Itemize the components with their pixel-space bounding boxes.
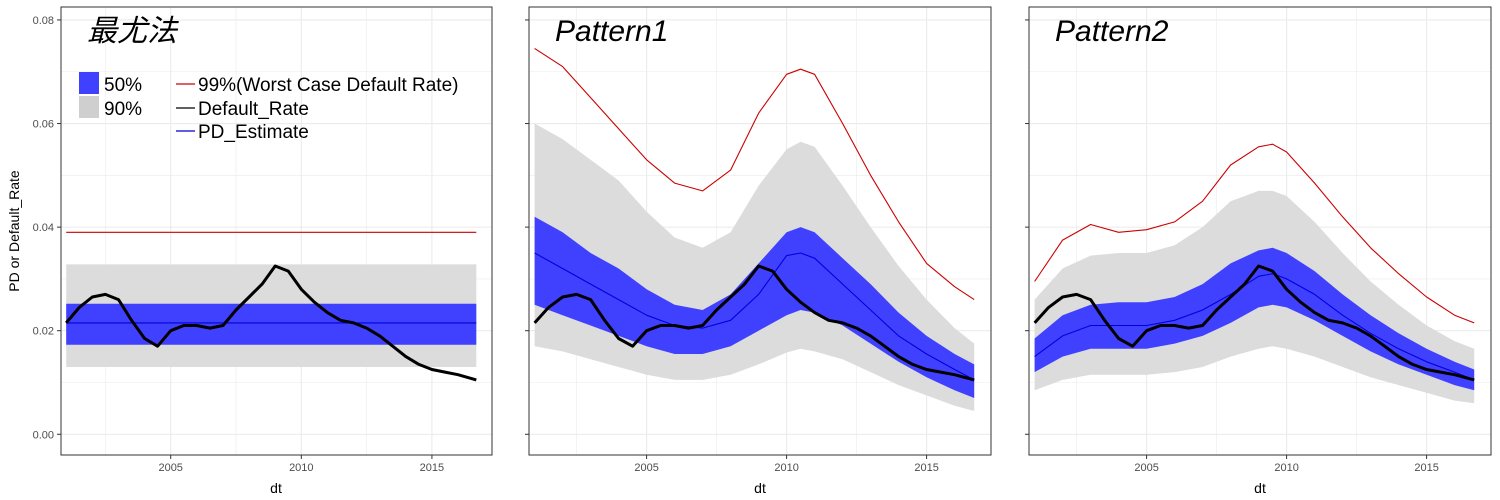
- legend-label-default: Default_Rate: [198, 99, 309, 120]
- x-tick-label: 2010: [774, 462, 798, 474]
- legend-label-90: 90%: [104, 99, 142, 120]
- x-tick-label: 2015: [420, 462, 444, 474]
- x-tick-label: 2015: [1414, 462, 1438, 474]
- legend-label-pd: PD_Estimate: [198, 122, 309, 143]
- x-tick-label: 2005: [158, 462, 182, 474]
- x-tick-label: 2010: [1274, 462, 1298, 474]
- pd-estimate-line: [1034, 273, 1475, 381]
- band-50: [66, 303, 477, 345]
- panel-border: [60, 6, 493, 456]
- y-tick-label: 0.00: [33, 429, 54, 441]
- x-tick-label: 2005: [1134, 462, 1158, 474]
- panel-3: 2005 2010 2015 Pattern2: [1025, 6, 1492, 474]
- x-tick-label: 2010: [289, 462, 313, 474]
- default-rate-line: [533, 264, 975, 382]
- panel-title: Pattern1: [555, 15, 668, 48]
- panel-1: 2005 2010 2015 0.00 0.02 0.04 0.06 0.08 最尤法: [33, 6, 493, 474]
- legend: 50% 90% 99%(Worst Case Default Rate) Def…: [79, 72, 458, 143]
- x-tick-label: 2015: [914, 462, 938, 474]
- panel-title: Pattern2: [1055, 15, 1169, 48]
- default-rate-line: [1033, 264, 1475, 382]
- panel-border: [528, 6, 992, 456]
- default-rate-line: [65, 264, 477, 382]
- x-axis-title-3: dt: [1254, 480, 1266, 496]
- x-axis-title-2: dt: [754, 480, 766, 496]
- worst-case-line: [534, 47, 975, 301]
- legend-label-50: 50%: [104, 75, 142, 96]
- x-tick-label: 2005: [634, 462, 658, 474]
- y-tick-label: 0.02: [33, 326, 54, 338]
- y-tick-label: 0.04: [33, 222, 54, 234]
- legend-label-worst: 99%(Worst Case Default Rate): [198, 75, 458, 96]
- band-50: [1034, 247, 1475, 391]
- legend-key-90: [79, 96, 99, 118]
- legend-key-50: [79, 72, 99, 94]
- x-axis-title-1: dt: [270, 480, 282, 496]
- y-tick-label: 0.08: [33, 15, 54, 27]
- panel-2: 2005 2010 2015 Pattern1: [525, 6, 992, 474]
- panel-border: [1028, 6, 1492, 456]
- worst-case-line: [1034, 143, 1475, 324]
- y-tick-label: 0.06: [33, 119, 54, 131]
- pd-estimate-line: [534, 252, 975, 381]
- y-axis-title: PD or Default_Rate: [6, 170, 22, 292]
- panel-title: 最尤法: [87, 15, 179, 48]
- band-50: [534, 216, 975, 398]
